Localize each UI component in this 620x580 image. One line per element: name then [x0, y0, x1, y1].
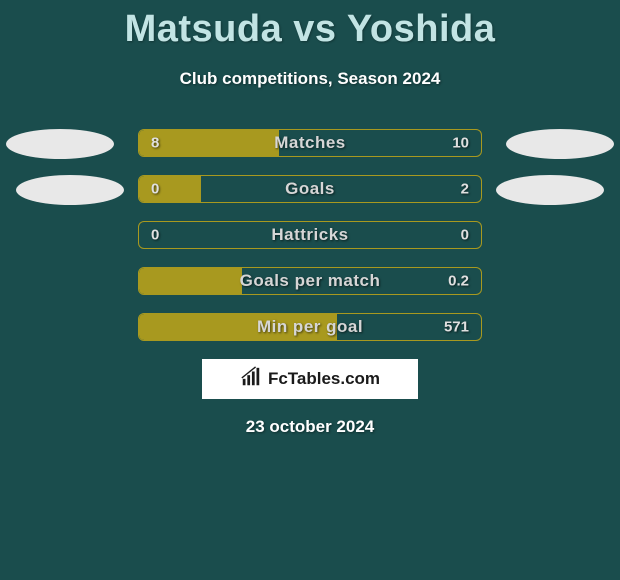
page-title: Matsuda vs Yoshida — [0, 0, 620, 51]
date-text: 23 october 2024 — [0, 417, 620, 437]
logo-text: FcTables.com — [268, 369, 380, 389]
logo-box: FcTables.com — [202, 359, 418, 399]
stat-row-goals: 0 Goals 2 — [138, 175, 482, 203]
stat-right-gpm: 0.2 — [448, 273, 469, 290]
stat-right-matches: 10 — [452, 135, 469, 152]
stat-right-mpg: 571 — [444, 319, 469, 336]
stat-row-gpm: Goals per match 0.2 — [138, 267, 482, 295]
player-left-oval-1 — [6, 129, 114, 159]
stat-label-matches: Matches — [139, 133, 481, 153]
player-left-oval-2 — [16, 175, 124, 205]
stat-label-mpg: Min per goal — [139, 317, 481, 337]
stat-right-hattricks: 0 — [461, 227, 469, 244]
stat-label-hattricks: Hattricks — [139, 225, 481, 245]
comparison-chart: 8 Matches 10 0 Goals 2 0 Hattricks 0 Goa… — [0, 129, 620, 437]
stat-label-goals: Goals — [139, 179, 481, 199]
stat-row-mpg: Min per goal 571 — [138, 313, 482, 341]
stat-row-matches: 8 Matches 10 — [138, 129, 482, 157]
stat-row-hattricks: 0 Hattricks 0 — [138, 221, 482, 249]
chart-icon — [240, 366, 262, 393]
stat-label-gpm: Goals per match — [139, 271, 481, 291]
stat-right-goals: 2 — [461, 181, 469, 198]
page-subtitle: Club competitions, Season 2024 — [0, 69, 620, 89]
player-right-oval-1 — [506, 129, 614, 159]
player-right-oval-2 — [496, 175, 604, 205]
